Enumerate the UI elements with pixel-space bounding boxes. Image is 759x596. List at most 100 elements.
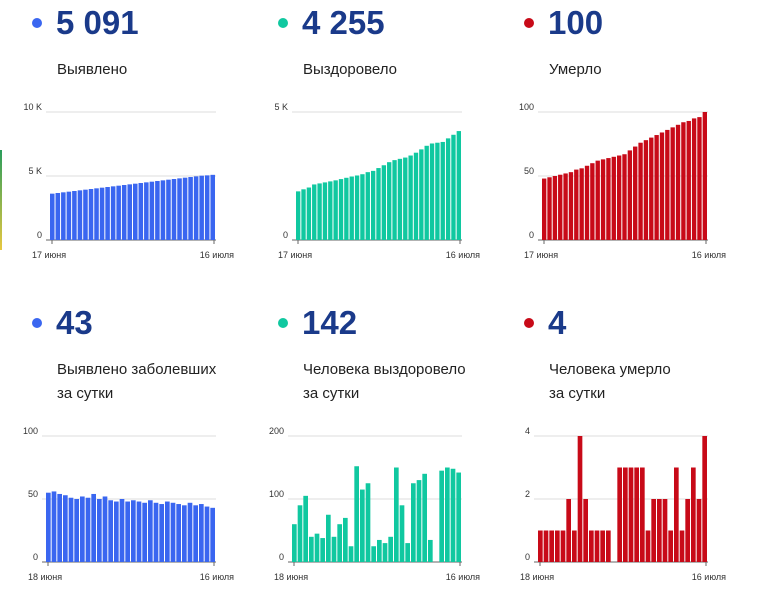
bar — [560, 530, 566, 562]
bar — [88, 189, 94, 240]
y-tick-label: 5 K — [274, 102, 288, 112]
bar — [563, 173, 568, 240]
bar — [354, 175, 360, 240]
y-tick-label: 100 — [519, 102, 534, 112]
bar — [142, 502, 147, 562]
x-end-label: 16 июля — [692, 250, 726, 260]
y-tick-label: 5 K — [28, 166, 42, 176]
bar — [337, 524, 342, 562]
bar — [628, 467, 634, 562]
bar — [114, 501, 119, 562]
y-tick-label: 100 — [269, 489, 284, 499]
bar — [577, 436, 583, 562]
bar — [691, 118, 697, 240]
bar — [116, 185, 121, 240]
metric-label: Выздоровело — [303, 58, 397, 82]
bar — [333, 180, 338, 240]
bar — [371, 546, 376, 562]
bar — [622, 154, 627, 240]
bar — [320, 538, 325, 562]
bar — [640, 467, 645, 562]
bar — [643, 140, 649, 240]
bar — [193, 505, 198, 562]
x-start-label: 17 июня — [524, 250, 558, 260]
bar — [370, 170, 376, 240]
bar — [72, 191, 77, 240]
metric-label-line: Человека выздоровело — [303, 361, 466, 378]
bar — [125, 501, 130, 562]
bar — [411, 483, 416, 562]
x-end-label: 16 июля — [692, 572, 726, 582]
y-tick-label: 0 — [279, 552, 284, 562]
bar — [312, 184, 317, 240]
bar — [188, 177, 193, 240]
metric-label-line: за сутки — [303, 385, 360, 402]
bar — [153, 502, 159, 562]
bar — [326, 514, 331, 562]
x-start-label: 17 июня — [32, 250, 66, 260]
panel-detected: 5 091 Выявлено 0 5 K 10 K 17 июня 16 июля — [0, 0, 246, 295]
bar — [543, 530, 549, 562]
bar — [199, 504, 204, 562]
bar — [301, 189, 306, 240]
x-end-label: 16 июля — [200, 250, 234, 260]
x-end-label: 16 июля — [200, 572, 234, 582]
bar — [662, 499, 668, 562]
y-tick-label: 200 — [269, 426, 284, 436]
bar — [638, 142, 643, 240]
bar — [590, 163, 595, 240]
bar — [83, 189, 88, 240]
metric-label: Человека выздоровело за сутки — [303, 358, 466, 406]
bar — [165, 501, 170, 562]
bar — [686, 120, 691, 240]
bar — [210, 507, 215, 562]
y-tick-label: 100 — [23, 426, 38, 436]
bar — [66, 191, 72, 240]
bar-chart: 0 100 200 18 июня 16 июля — [269, 426, 480, 582]
bar — [119, 499, 125, 562]
bar — [589, 530, 594, 562]
bar — [68, 497, 74, 562]
bar — [343, 517, 348, 562]
legend-dot — [524, 318, 534, 328]
legend-dot — [278, 18, 288, 28]
y-tick-label: 50 — [28, 489, 38, 499]
bar — [440, 141, 445, 240]
total-value: 43 — [56, 304, 93, 341]
bar — [649, 137, 654, 240]
bar — [55, 193, 61, 240]
bar — [160, 180, 166, 240]
bar — [600, 530, 605, 562]
bar — [558, 174, 563, 240]
bar — [344, 177, 349, 240]
bar — [456, 472, 461, 562]
x-start-label: 18 июня — [274, 572, 308, 582]
metric-label-line: Выявлено заболевших — [57, 361, 217, 378]
panel-recovered-daily: 142 Человека выздоровело за сутки 0 100 200 18… — [246, 300, 492, 595]
bar — [381, 165, 387, 240]
bar — [177, 178, 182, 240]
bar — [617, 467, 622, 562]
bar — [691, 467, 696, 562]
total-value: 142 — [302, 304, 358, 341]
bar — [360, 174, 365, 240]
bar — [303, 495, 308, 562]
y-tick-label: 0 — [529, 230, 534, 240]
bar — [80, 496, 85, 562]
bar — [627, 150, 633, 240]
bar — [61, 192, 66, 240]
bar — [696, 499, 702, 562]
bar — [547, 177, 552, 240]
bar — [594, 530, 600, 562]
bar — [397, 158, 403, 240]
y-tick-label: 4 — [525, 426, 530, 436]
bar — [702, 436, 707, 562]
panel-died: 100 Умерло 0 50 100 17 июня 16 июля — [492, 0, 738, 295]
bar — [387, 162, 392, 240]
bar — [91, 493, 96, 562]
bar — [338, 179, 344, 240]
panel-recovered: 4 255 Выздоровело 0 5 K 17 июня 16 июля — [246, 0, 492, 295]
bar — [445, 467, 450, 562]
bar — [697, 117, 702, 240]
y-tick-label: 50 — [524, 166, 534, 176]
